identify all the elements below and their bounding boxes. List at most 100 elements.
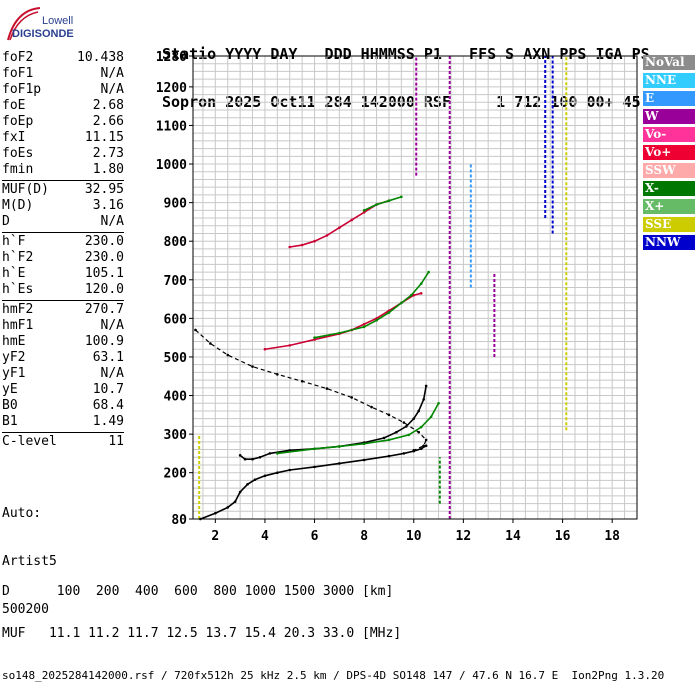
legend-item: X+ (643, 199, 695, 214)
trace-point (387, 454, 391, 458)
param-separator (2, 180, 124, 181)
trace-line (264, 292, 422, 351)
trace-point (382, 436, 386, 440)
param-row: MUF(D) 32.95 (2, 182, 124, 198)
param-label: foF1 (2, 66, 34, 81)
trace-point (419, 282, 423, 285)
param-label: foEs (2, 146, 34, 161)
trace-line (195, 329, 427, 451)
param-row: foF1 N/A (2, 66, 124, 82)
trace-point (427, 270, 430, 274)
trace-point (362, 442, 366, 446)
param-label: foF2 (2, 50, 34, 65)
footer-file-info: so148_2025284142000.rsf / 720fx512h 25 k… (2, 669, 665, 682)
param-value: 230.0 (84, 234, 124, 249)
param-row: hmF1 N/A (2, 318, 124, 334)
param-separator (2, 300, 124, 301)
param-row: foEs 2.73 (2, 146, 124, 162)
trace-point (422, 398, 425, 401)
trace-point (251, 365, 254, 368)
param-label: B0 (2, 398, 18, 413)
param-value: 3.16 (92, 198, 124, 213)
trace-line (314, 271, 430, 339)
param-label: hmF1 (2, 318, 34, 333)
param-row: foF2 10.438 (2, 50, 124, 66)
param-row: hmF2 270.7 (2, 302, 124, 318)
trace-point (387, 438, 391, 442)
y-tick-label: 600 (164, 312, 188, 327)
trace-point (238, 454, 242, 457)
param-value: 2.68 (92, 98, 124, 113)
param-value: 1.80 (92, 162, 124, 177)
trace-point (288, 468, 292, 472)
y-tick-label: 300 (164, 428, 188, 443)
param-value: 11 (108, 434, 124, 449)
trace-point (313, 447, 316, 451)
param-value: 10.7 (92, 382, 124, 397)
legend-item: NNW (643, 235, 695, 250)
x-tick-label: 18 (604, 529, 620, 544)
legend-item: W (643, 109, 695, 124)
ionospheric-parameters: foF2 10.438 foF1 N/A foF1p N/A foE 2.68 foEp 2.66… (2, 50, 124, 450)
param-value: 120.0 (84, 282, 124, 297)
param-row: D N/A (2, 214, 124, 230)
param-row: fmin 1.80 (2, 162, 124, 178)
trace-point (276, 452, 279, 455)
param-label: foE (2, 98, 26, 113)
param-label: MUF(D) (2, 182, 49, 197)
param-row: M(D) 3.16 (2, 198, 124, 214)
trace-point (214, 511, 217, 515)
trace-point (263, 474, 267, 478)
param-label: yF2 (2, 350, 26, 365)
param-value: 63.1 (92, 350, 124, 365)
trace-point (253, 478, 257, 481)
trace-point (402, 421, 406, 424)
param-value: 32.95 (84, 182, 124, 197)
x-tick-label: 14 (505, 529, 521, 544)
trace-line (239, 385, 427, 460)
param-row: foF1p N/A (2, 82, 124, 98)
trace-point (288, 449, 292, 452)
x-tick-label: 6 (311, 529, 319, 544)
plot-frame (192, 55, 638, 520)
param-label: D (2, 214, 10, 229)
trace-point (362, 210, 366, 214)
param-row: foE 2.68 (2, 98, 124, 114)
trace-point (424, 444, 428, 447)
polarization-legend: NoVal NNE E W Vo- Vo+ SSW X- X+ SSE NNW (643, 55, 695, 253)
param-label: hmF2 (2, 302, 34, 317)
trace-point (313, 336, 316, 339)
trace-point (350, 396, 354, 399)
x-tick-label: 2 (211, 529, 219, 544)
legend-item: Vo- (643, 127, 695, 142)
x-tick-label: 4 (261, 529, 269, 544)
param-value: N/A (100, 214, 124, 229)
logo-brand: Lowell (42, 15, 73, 27)
trace-point (405, 425, 408, 428)
param-value: N/A (100, 66, 124, 81)
param-row: C-level 11 (2, 434, 124, 450)
param-row: foEp 2.66 (2, 114, 124, 130)
trace-point (238, 490, 242, 494)
trace-point (338, 331, 341, 335)
trace-point (362, 322, 366, 326)
trace-point (417, 409, 421, 413)
trace-point (226, 506, 230, 509)
param-value: N/A (100, 366, 124, 381)
trace-point (276, 373, 279, 376)
legend-item: SSE (643, 217, 695, 232)
trace-point (362, 458, 366, 462)
x-tick-label: 16 (555, 529, 571, 544)
trace-point (362, 325, 366, 329)
trace-point (313, 465, 316, 469)
trace-point (288, 344, 292, 347)
trace-point (258, 455, 262, 459)
legend-item: E (643, 91, 695, 106)
x-tick-label: 12 (456, 529, 472, 544)
param-value: 230.0 (84, 250, 124, 265)
param-row: B1 1.49 (2, 414, 124, 430)
trace-point (400, 301, 403, 305)
ionogram-chart: 2 4 6 8 10 12 14 16 18 80 200 300 400 500 600 700 800 900… (156, 50, 638, 544)
y-tick-label: 1100 (156, 119, 187, 134)
trace-point (370, 405, 373, 409)
